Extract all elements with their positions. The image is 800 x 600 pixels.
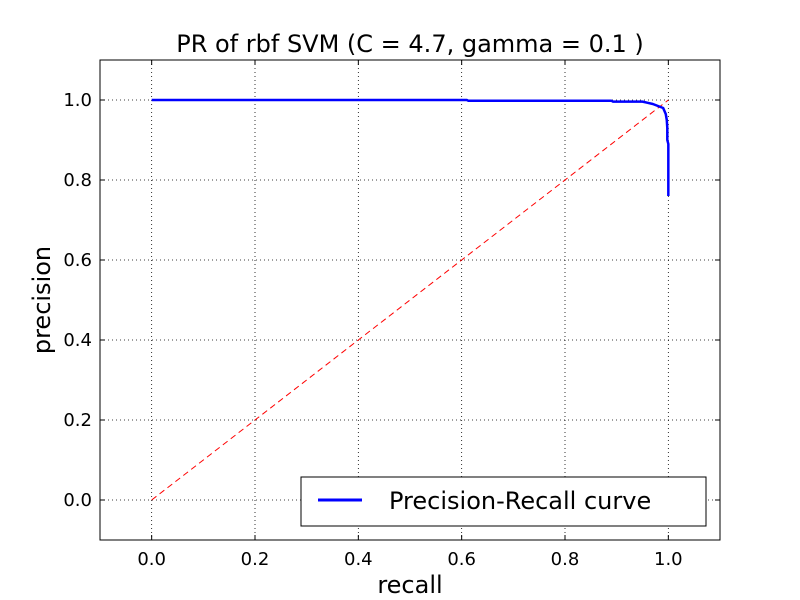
x-tick-label: 0.6 [447, 549, 476, 570]
x-tick-label: 0.0 [137, 549, 166, 570]
y-tick-label: 1.0 [63, 90, 92, 111]
x-tick-label: 1.0 [654, 549, 683, 570]
x-tick-label: 0.2 [241, 549, 270, 570]
legend: Precision-Recall curve [300, 476, 707, 527]
chart-title: PR of rbf SVM (C = 4.7, gamma = 0.1 ) [176, 30, 644, 58]
y-tick-label: 0.8 [63, 170, 92, 191]
plot-frame [99, 59, 721, 541]
legend-box [300, 476, 707, 527]
diagonal-reference-line [151, 99, 669, 501]
ticks: 0.0 0.2 0.4 0.6 0.8 1.0 0.0 0.2 0.4 0.6 0.8 1.0 [63, 60, 720, 570]
x-tick-label: 0.8 [551, 549, 580, 570]
y-tick-label: 0.6 [63, 250, 92, 271]
y-tick-label: 0.4 [63, 330, 92, 351]
precision-recall-curve [151, 98, 670, 196]
y-axis-label: precision [28, 246, 56, 354]
y-tick-label: 0.2 [63, 410, 92, 431]
y-tick-label: 0.0 [63, 490, 92, 511]
x-axis-label: recall [377, 571, 442, 599]
x-tick-label: 0.4 [344, 549, 373, 570]
series-layer [151, 98, 670, 501]
legend-entry-label: Precision-Recall curve [389, 487, 651, 515]
